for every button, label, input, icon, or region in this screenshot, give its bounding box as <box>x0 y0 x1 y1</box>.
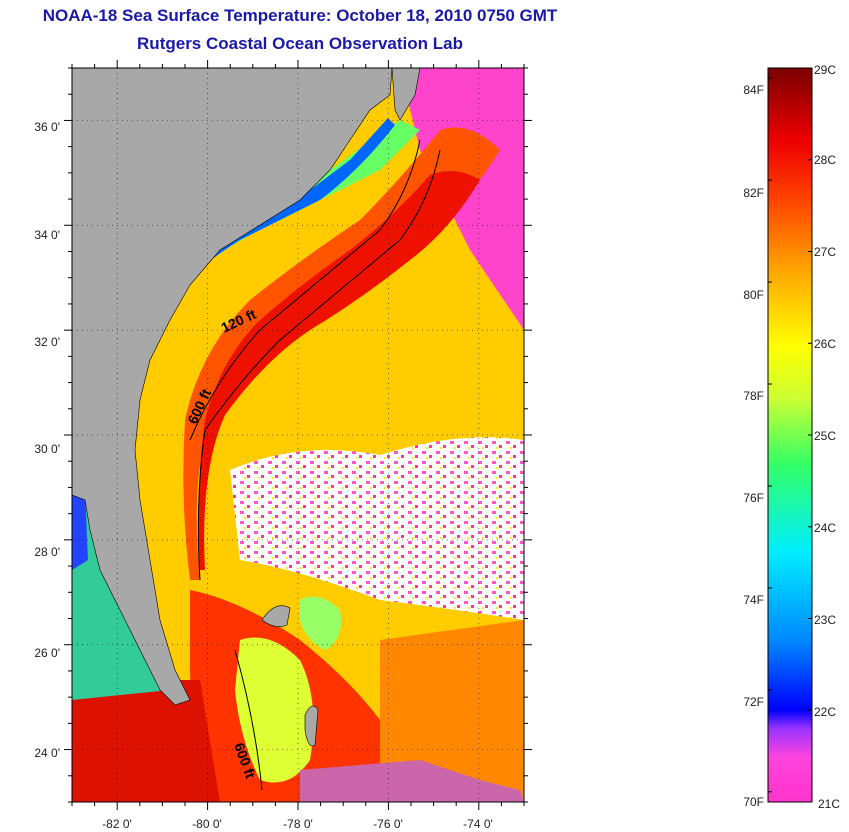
us-landmass <box>72 68 393 706</box>
colorbar-gradient <box>767 67 813 803</box>
colorbar-c-label: 25C <box>814 429 836 443</box>
lon-label: -82 0' <box>102 817 132 831</box>
contour-600ft <box>197 149 441 581</box>
colorbar-c-label: 27C <box>814 245 836 259</box>
lat-label: 26 0' <box>34 646 60 660</box>
lat-label: 28 0' <box>34 545 60 559</box>
axis-ticks <box>64 60 532 810</box>
south-warm-water <box>72 680 220 802</box>
southern-noise-band <box>300 760 524 802</box>
map-panel <box>72 68 524 802</box>
map-title: NOAA-18 Sea Surface Temperature: October… <box>42 6 558 25</box>
colorbar-f-label: 76F <box>743 491 764 505</box>
contour-120ft <box>189 139 421 441</box>
colorbar-c-label: 24C <box>814 521 836 535</box>
sargasso-warm <box>380 620 524 802</box>
gulf-cold-patch <box>72 490 88 570</box>
colorbar-f-label: 72F <box>743 695 764 709</box>
map-graticule <box>72 68 524 802</box>
latitude-labels: 36 0' 34 0' 32 0' 30 0' 28 0' 26 0' 24 0… <box>34 120 60 760</box>
gulf-stream-core <box>198 171 481 570</box>
colorbar-c-label: 28C <box>814 153 836 167</box>
colorbar-f-label: 82F <box>743 186 764 200</box>
colorbar-c-label: 29C <box>814 63 836 77</box>
colorbar-f-label: 80F <box>743 288 764 302</box>
colorbar-c-label: 21C <box>818 797 840 811</box>
colorbar-f-label: 74F <box>743 593 764 607</box>
colorbar-f-label: 84F <box>743 83 764 97</box>
lon-label: -78 0' <box>283 817 313 831</box>
andros-island <box>304 705 319 747</box>
little-bahama-bank <box>300 596 341 650</box>
temperature-colorbar: 84F 82F 80F 78F 76F 74F 72F 70F 29C 28C … <box>743 63 840 811</box>
lat-label: 30 0' <box>34 442 60 456</box>
map-subtitle: Rutgers Coastal Ocean Observation Lab <box>137 34 463 53</box>
bahamas-bank <box>235 637 314 783</box>
colorbar-f-label: 78F <box>743 389 764 403</box>
lat-label: 36 0' <box>34 120 60 134</box>
lon-label: -76 0' <box>373 817 403 831</box>
lat-label: 34 0' <box>34 228 60 242</box>
lat-label: 24 0' <box>34 746 60 760</box>
colorbar-c-label: 23C <box>814 613 836 627</box>
colorbar-c-label: 26C <box>814 337 836 351</box>
lon-label: -74 0' <box>463 817 493 831</box>
outer-banks <box>391 68 421 121</box>
colorbar-f-label: 70F <box>743 795 764 809</box>
longitude-labels: -82 0' -80 0' -78 0' -76 0' -74 0' <box>102 817 493 831</box>
lon-label: -80 0' <box>192 817 222 831</box>
grand-bahama-island <box>261 605 291 627</box>
colorbar-c-label: 22C <box>814 705 836 719</box>
contour-600ft-bahamas <box>234 649 263 791</box>
lat-label: 32 0' <box>34 335 60 349</box>
colorbar-ticks <box>768 67 812 803</box>
cloud-cover <box>230 437 524 620</box>
